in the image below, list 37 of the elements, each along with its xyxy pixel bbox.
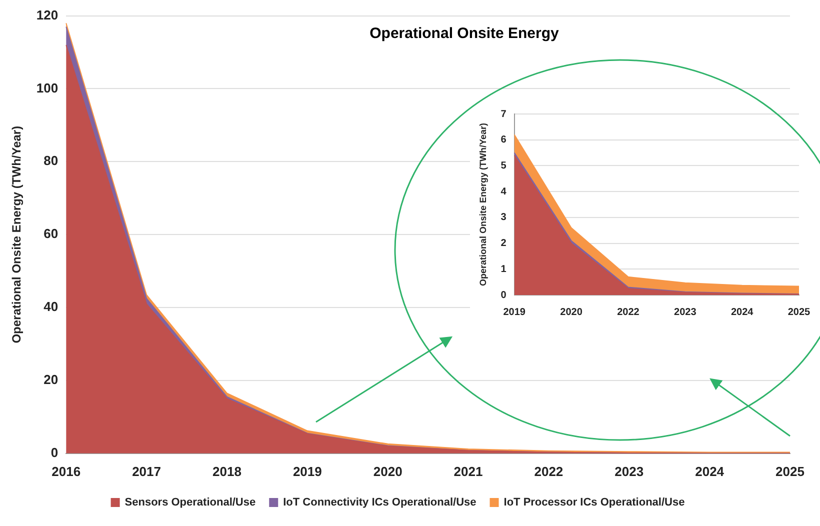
y-tick-label: 3 bbox=[500, 212, 507, 224]
x-tick-label: 2024 bbox=[730, 306, 754, 318]
x-tick-label: 2020 bbox=[560, 306, 583, 318]
y-tick-label: 7 bbox=[500, 108, 507, 120]
y-tick-label: 60 bbox=[44, 226, 58, 242]
y-tick-label: 100 bbox=[36, 80, 58, 96]
y-tick-label: 80 bbox=[44, 153, 58, 168]
y-tick-label: 1 bbox=[500, 264, 507, 275]
y-axis-title: Operational Onsite Energy (TWh/Year) bbox=[478, 122, 488, 286]
x-tick-label: 2024 bbox=[695, 464, 725, 479]
x-tick-label: 2019 bbox=[292, 464, 322, 479]
y-tick-label: 0 bbox=[50, 444, 58, 460]
legend-label: IoT Connectivity ICs Operational/Use bbox=[283, 496, 476, 509]
x-tick-label: 2018 bbox=[212, 464, 242, 479]
y-tick-label: 4 bbox=[500, 186, 507, 198]
x-tick-label: 2019 bbox=[503, 306, 526, 318]
x-tick-label: 2021 bbox=[454, 464, 483, 479]
y-axis-title: Operational Onsite Energy (TWh/Year) bbox=[10, 126, 24, 344]
x-tick-label: 2025 bbox=[788, 306, 811, 318]
x-tick-label: 2016 bbox=[52, 464, 81, 479]
y-tick-label: 120 bbox=[36, 7, 58, 22]
y-tick-label: 40 bbox=[44, 299, 58, 314]
x-tick-label: 2017 bbox=[132, 464, 161, 479]
text: Operational Onsite Energy bbox=[370, 24, 560, 42]
y-tick-label: 6 bbox=[500, 134, 507, 146]
x-tick-label: 2022 bbox=[617, 306, 640, 318]
x-tick-label: 2023 bbox=[674, 306, 697, 318]
x-tick-label: 2023 bbox=[614, 464, 644, 479]
y-tick-label: 0 bbox=[500, 290, 507, 301]
y-tick-label: 5 bbox=[500, 160, 507, 172]
x-tick-label: 2020 bbox=[373, 464, 402, 479]
x-tick-label: 2025 bbox=[776, 464, 804, 479]
x-tick-label: 2022 bbox=[534, 464, 564, 479]
legend-label: Sensors Operational/Use bbox=[124, 496, 256, 509]
y-tick-label: 20 bbox=[44, 372, 58, 388]
y-tick-label: 2 bbox=[500, 238, 507, 250]
legend-label: IoT Processor ICs Operational/Use bbox=[504, 496, 685, 509]
